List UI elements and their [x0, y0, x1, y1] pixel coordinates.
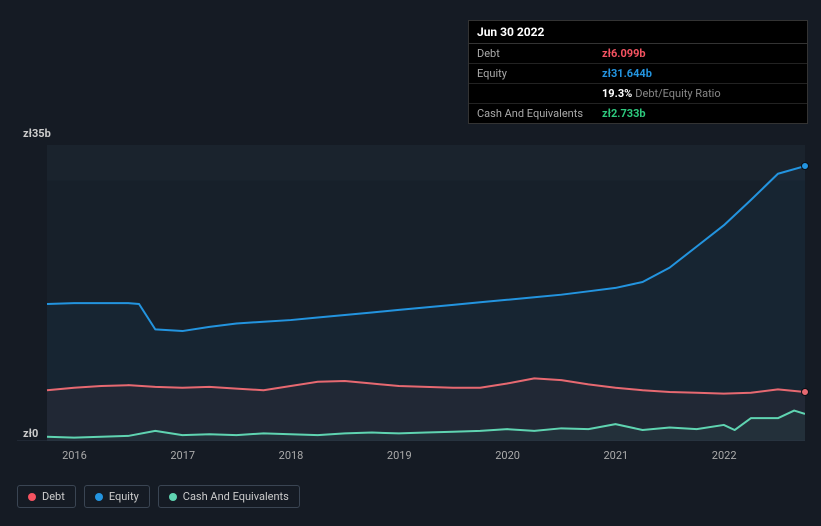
chart-svg	[17, 145, 805, 441]
legend-item[interactable]: Debt	[17, 485, 76, 508]
legend-dot-icon	[95, 493, 103, 501]
x-axis-tick: 2020	[495, 449, 520, 462]
legend-dot-icon	[169, 493, 177, 501]
legend-dot-icon	[28, 493, 36, 501]
tooltip-row-value: zł31.644b	[602, 67, 652, 80]
legend-label: Cash And Equivalents	[183, 490, 289, 503]
tooltip-row-value: zł6.099b	[602, 47, 646, 60]
series-end-marker	[801, 388, 809, 396]
chart-plot	[17, 145, 805, 441]
y-axis-max-label: zł35b	[23, 127, 51, 140]
tooltip-row: Debtzł6.099b	[469, 44, 807, 64]
x-axis-tick: 2022	[712, 449, 737, 462]
tooltip-row: Cash And Equivalentszł2.733b	[469, 104, 807, 123]
tooltip-row-label: Cash And Equivalents	[477, 107, 602, 120]
chart-tooltip: Jun 30 2022 Debtzł6.099bEquityzł31.644b1…	[468, 20, 808, 124]
tooltip-row-label: Equity	[477, 67, 602, 80]
tooltip-row: Equityzł31.644b	[469, 64, 807, 84]
tooltip-row-value: zł2.733b	[602, 107, 646, 120]
x-axis-tick: 2021	[604, 449, 629, 462]
x-axis-tick: 2018	[279, 449, 304, 462]
x-axis-tick: 2019	[387, 449, 412, 462]
tooltip-row-value: 19.3%	[602, 87, 632, 100]
tooltip-row: 19.3%Debt/Equity Ratio	[469, 84, 807, 104]
tooltip-row-label	[477, 87, 602, 100]
x-axis-tick: 2016	[62, 449, 87, 462]
tooltip-row-label: Debt	[477, 47, 602, 60]
tooltip-date: Jun 30 2022	[469, 21, 807, 44]
tooltip-row-suffix: Debt/Equity Ratio	[635, 87, 720, 100]
x-axis-tick: 2017	[170, 449, 195, 462]
series-end-marker	[801, 162, 809, 170]
legend-item[interactable]: Cash And Equivalents	[158, 485, 300, 508]
legend-label: Equity	[109, 490, 139, 503]
legend-item[interactable]: Equity	[84, 485, 150, 508]
tooltip-rows: Debtzł6.099bEquityzł31.644b19.3%Debt/Equ…	[469, 44, 807, 123]
legend-label: Debt	[42, 490, 65, 503]
chart-legend: Debt Equity Cash And Equivalents	[17, 485, 300, 508]
